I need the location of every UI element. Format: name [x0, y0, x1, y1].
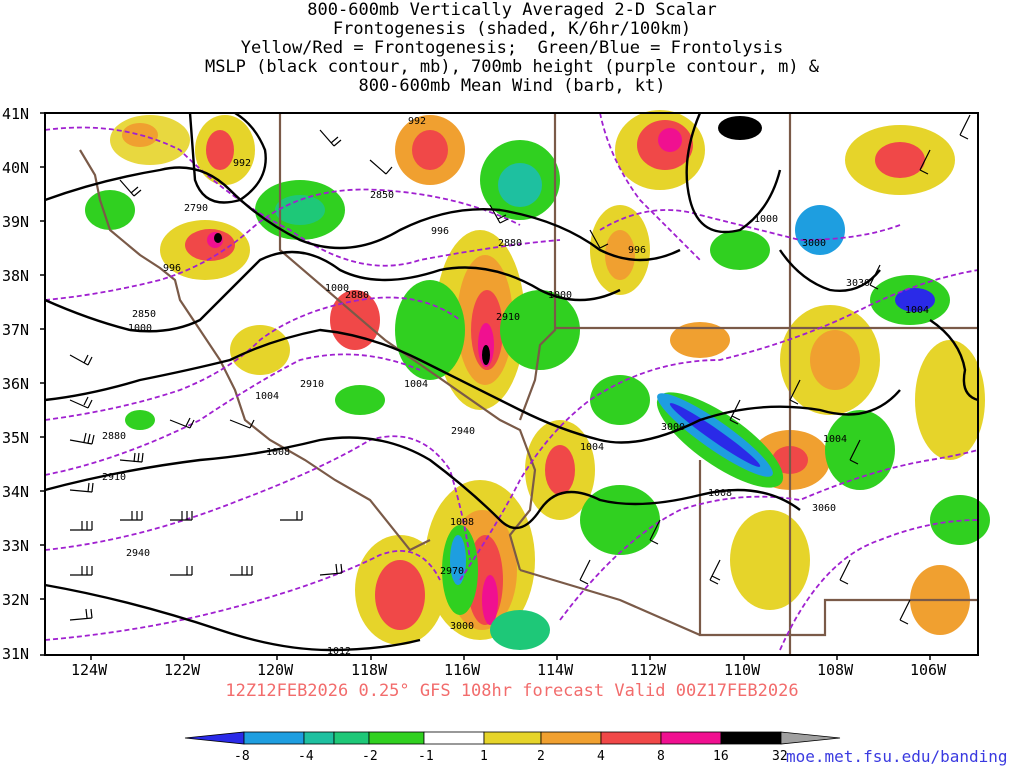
lon-label: 106W	[910, 661, 947, 679]
colorbar-label: 1	[480, 749, 488, 764]
mslp-label: 1004	[905, 305, 929, 316]
title-line-2: Frontogenesis (shaded, K/6hr/100km)	[332, 19, 692, 39]
colorbar-swatch	[660, 731, 722, 745]
lon-label: 122W	[164, 661, 201, 679]
height-label: 2880	[345, 290, 369, 301]
colorbar-label: 16	[713, 749, 729, 764]
height-label: 2910	[102, 472, 126, 483]
title-line-4: MSLP (black contour, mb), 700mb height (…	[204, 57, 820, 77]
lat-label: 35N	[2, 429, 29, 447]
mslp-label: 1000	[128, 323, 152, 334]
lat-label: 34N	[2, 483, 29, 501]
lon-label: 114W	[537, 661, 574, 679]
lat-label: 33N	[2, 537, 29, 555]
colorbar-swatch	[423, 731, 485, 745]
colorbar-label: -8	[234, 749, 250, 764]
height-contour-labels: 2790 2850 2850 2880 2880 2880 2910 2910 …	[102, 190, 870, 632]
title-line-3: Yellow/Red = Frontogenesis; Green/Blue =…	[240, 38, 784, 58]
mslp-label: 1008	[266, 447, 290, 458]
longitude-axis: 124W 122W 120W 118W 116W 114W 112W 110W …	[71, 661, 947, 679]
mslp-label: 1008	[450, 517, 474, 528]
colorbar-label: 8	[657, 749, 665, 764]
map-title: 800-600mb Vertically Averaged 2-D Scalar…	[0, 1, 1024, 96]
map-frame	[44, 112, 979, 656]
colorbar-swatch	[600, 731, 662, 745]
state-borders	[79, 113, 978, 655]
mslp-label: 992	[233, 158, 251, 169]
mslp-label: 1004	[823, 434, 847, 445]
lon-label: 108W	[817, 661, 854, 679]
lat-label: 32N	[2, 591, 29, 609]
lat-label: 37N	[2, 321, 29, 339]
colorbar-label: 2	[537, 749, 545, 764]
lat-label: 40N	[2, 159, 29, 177]
latitude-axis: 41N 40N 39N 38N 37N 36N 35N 34N 33N 32N …	[2, 105, 29, 663]
lon-label: 110W	[724, 661, 761, 679]
mslp-label: 1004	[580, 442, 604, 453]
mslp-label: 996	[628, 245, 646, 256]
colorbar-swatch	[333, 731, 370, 745]
title-line-1: 800-600mb Vertically Averaged 2-D Scalar	[307, 0, 717, 20]
height-label: 3030	[846, 278, 870, 289]
lat-label: 36N	[2, 375, 29, 393]
lon-label: 124W	[71, 661, 108, 679]
colorbar-label: -2	[362, 749, 378, 764]
colorbar-swatch	[184, 731, 245, 745]
mslp-label: 1000	[325, 283, 349, 294]
lon-label: 116W	[444, 661, 481, 679]
frontogenesis-shading	[85, 110, 990, 650]
height-label: 2880	[498, 238, 522, 249]
colorbar-swatch	[243, 731, 305, 745]
mslp-label: 996	[163, 263, 181, 274]
title-line-5: 800-600mb Mean Wind (barb, kt)	[358, 76, 666, 96]
height-contours	[44, 112, 979, 651]
mslp-contour-labels: 992 992 996 996 996 1000 1000 1000 1000 …	[128, 116, 929, 657]
lat-label: 38N	[2, 267, 29, 285]
height-label: 2850	[370, 190, 394, 201]
height-label: 2880	[102, 431, 126, 442]
lat-label: 39N	[2, 213, 29, 231]
height-label: 2970	[440, 566, 464, 577]
mslp-label: 1008	[708, 488, 732, 499]
mslp-label: 1000	[548, 290, 572, 301]
height-label: 2940	[451, 426, 475, 437]
height-label: 2850	[132, 309, 156, 320]
height-label: 2910	[300, 379, 324, 390]
forecast-valid-footer: 12Z12FEB2026 0.25° GFS 108hr forecast Va…	[225, 681, 799, 701]
colorbar-label: 32	[772, 749, 788, 764]
height-label: 3000	[661, 422, 685, 433]
colorbar-swatch	[720, 731, 782, 745]
height-label: 3000	[450, 621, 474, 632]
mslp-label: 1012	[327, 646, 351, 657]
colorbar-label: 4	[597, 749, 605, 764]
mslp-label: 1004	[404, 379, 428, 390]
mslp-label: 1004	[255, 391, 279, 402]
colorbar-swatch	[540, 731, 602, 745]
mslp-label: 996	[431, 226, 449, 237]
colorbar-swatch	[368, 731, 425, 745]
height-label: 2910	[496, 312, 520, 323]
lat-label: 31N	[2, 645, 29, 663]
lon-label: 112W	[630, 661, 667, 679]
wind-barbs	[69, 114, 971, 625]
lon-label: 120W	[257, 661, 294, 679]
colorbar-swatch	[780, 731, 841, 745]
height-label: 2790	[184, 203, 208, 214]
colorbar-swatch	[303, 731, 335, 745]
colorbar-label: -4	[298, 749, 314, 764]
colorbar-label: -1	[418, 749, 434, 764]
colorbar-swatch	[483, 731, 542, 745]
axis-ticks	[40, 112, 931, 660]
lat-label: 41N	[2, 105, 29, 123]
height-label: 3000	[802, 238, 826, 249]
height-label: 2940	[126, 548, 150, 559]
mslp-contours	[44, 111, 979, 652]
height-label: 3060	[812, 503, 836, 514]
credit-url[interactable]: moe.met.fsu.edu/banding	[786, 747, 1008, 766]
lon-label: 118W	[351, 661, 388, 679]
mslp-label: 1000	[754, 214, 778, 225]
mslp-label: 992	[408, 116, 426, 127]
colorbar: -8 -4 -2 -1 1 2 4 8 16 32	[184, 731, 841, 764]
